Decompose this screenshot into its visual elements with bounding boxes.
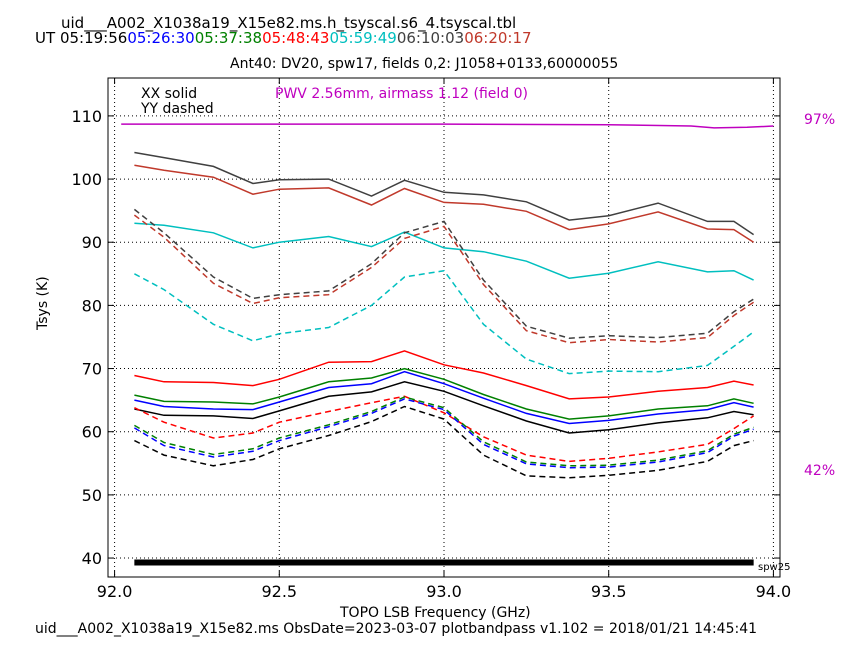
series-yy-8 [133,214,755,344]
y-axis-label: Tsys (K) [35,276,51,330]
atm-transmission-line [121,123,774,129]
ut-time-6: 06:20:17 [464,29,532,47]
ut-prefix: UT [35,29,56,47]
y-tick-label: 110 [71,107,102,126]
ticks: 92.0 92.5 93.0 93.5 94.0 40 50 60 70 80 90 100 110 [71,78,791,601]
ut-time-2: 05:37:38 [194,29,263,47]
x-tick-label: 93.0 [426,582,462,601]
ut-time-4: 05:59:49 [329,29,397,47]
y-tick-label: 100 [71,170,102,189]
ut-times: 05:19:5605:26:3005:37:3805:48:4305:59:49… [60,29,532,47]
ut-time-0: 05:19:56 [59,29,128,47]
series-yy-7 [133,208,755,339]
y-tick-label: 40 [82,549,102,568]
legend-xx-solid: XX solid [141,86,197,102]
series-xx-2 [134,222,754,281]
y-tick-label: 90 [82,233,102,252]
y-tick-label: 70 [82,360,102,379]
series-yy-13 [134,405,754,479]
atm-percent-bottom: 42% [804,463,836,479]
spw-label: spw25 [758,562,790,573]
series-xx-6 [134,381,754,434]
series-yy-10 [134,395,755,463]
x-tick-label: 93.5 [591,582,627,601]
x-tick-label: 94.0 [756,582,792,601]
series-group [121,123,774,566]
x-axis-label: TOPO LSB Frequency (GHz) [340,605,531,621]
series-yy-11 [134,396,754,467]
ut-times-row: UT 05:19:5605:26:3005:37:3805:48:4305:59… [35,29,532,47]
plot-title: Ant40: DV20, spw17, fields 0,2: J1058+01… [230,56,619,72]
series-xx-1 [134,164,755,243]
atm-percent-top: 97% [804,112,836,128]
pwv-annotation: PWV 2.56mm, airmass 1.12 (field 0) [275,86,528,102]
series-yy-12 [134,398,754,469]
ut-time-5: 06:10:03 [396,29,465,47]
ut-time-1: 05:26:30 [127,29,195,47]
series-xx-4 [134,367,754,420]
x-tick-label: 92.5 [261,582,297,601]
y-tick-label: 60 [82,423,102,442]
y-tick-label: 80 [82,296,102,315]
series-xx-0 [134,151,755,236]
series-yy-9 [134,269,755,375]
grid [108,78,780,577]
ut-time-3: 05:48:43 [262,29,330,47]
file-title: uid___A002_X1038a19_X15e82.ms.h_tsyscal.… [61,14,517,32]
series-xx-3 [134,350,754,400]
series-xx-5 [134,370,754,425]
legend-yy-dashed: YY dashed [140,101,214,117]
x-tick-label: 92.0 [97,582,133,601]
y-tick-label: 50 [82,486,102,505]
footer-info: uid___A002_X1038a19_X15e82.ms ObsDate=20… [35,621,758,637]
